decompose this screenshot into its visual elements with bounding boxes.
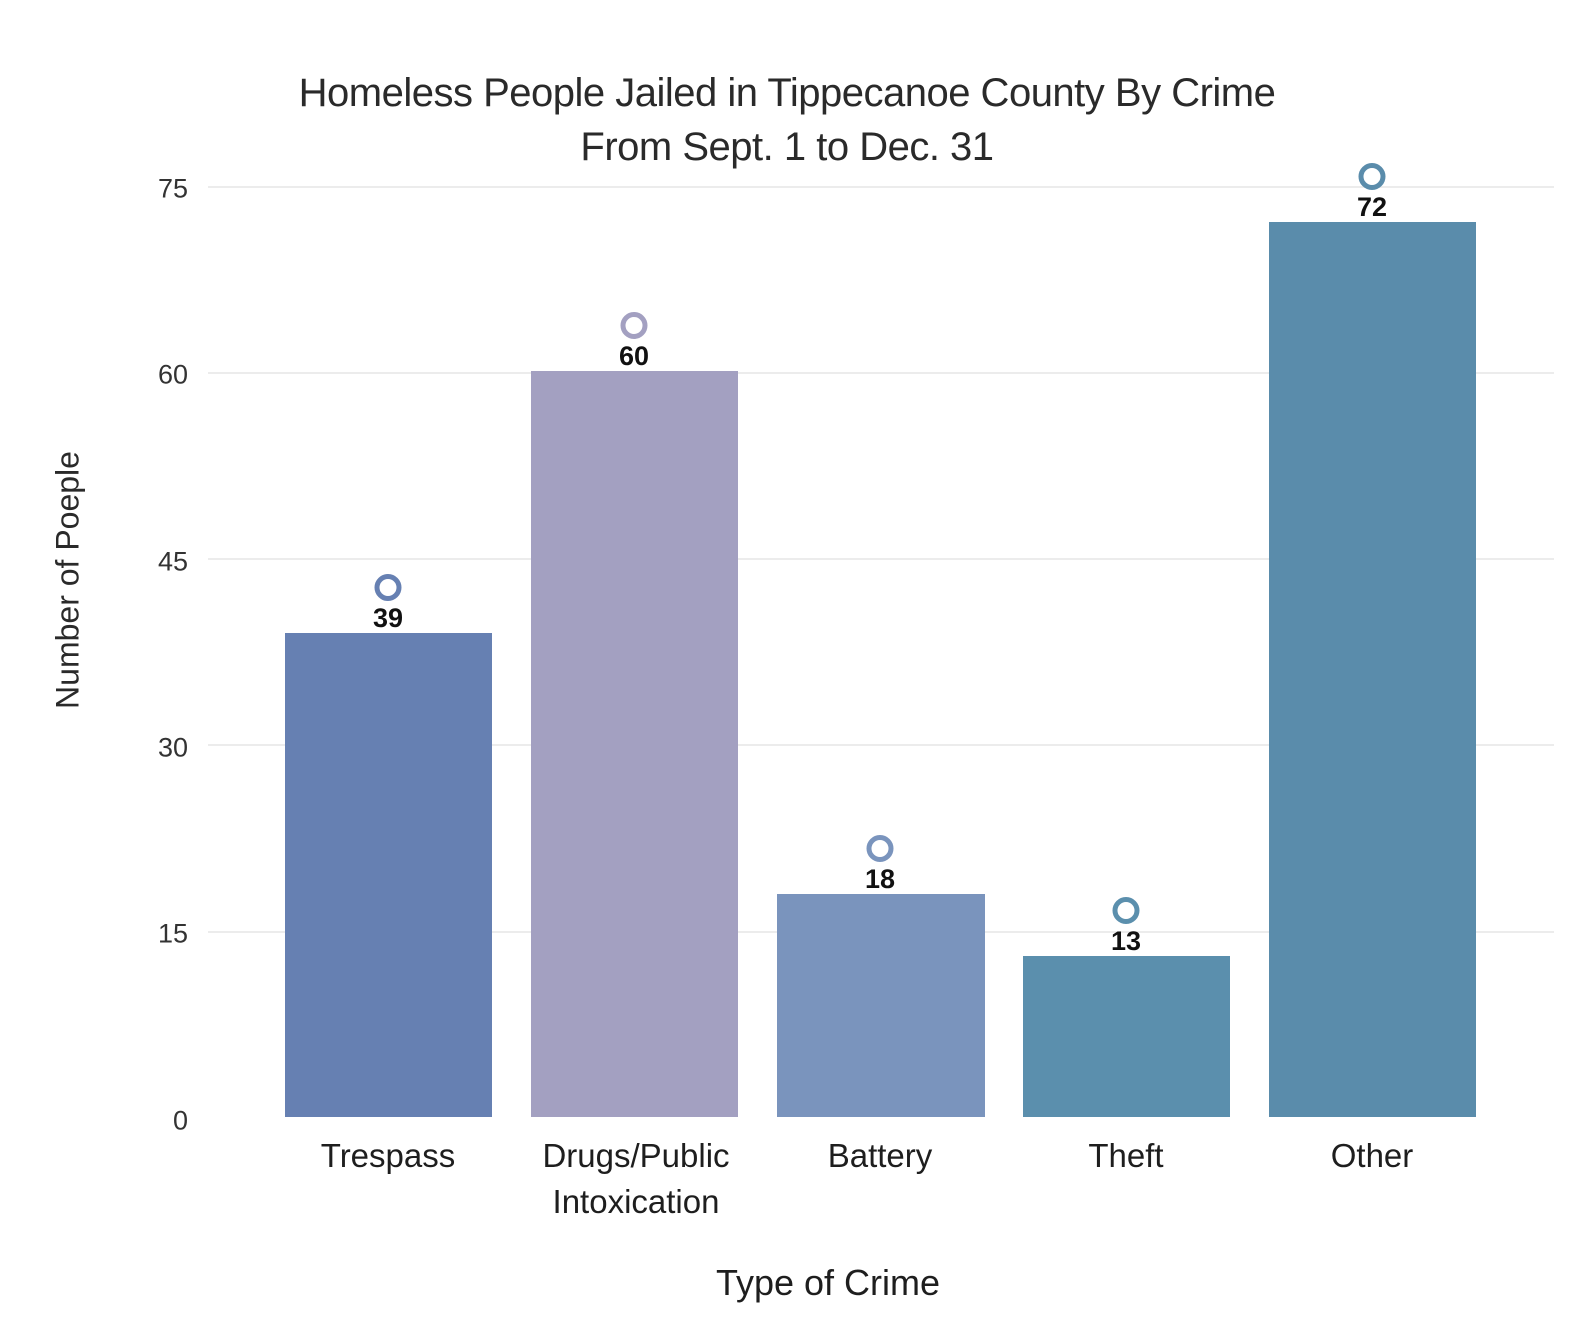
value-label-battery: 18 [864, 864, 896, 894]
gridline-60 [208, 372, 1554, 374]
y-tick-45: 45 [157, 546, 188, 577]
marker-ring-icon [374, 574, 402, 601]
gridline-75 [208, 186, 1554, 188]
marker-ring-icon [620, 312, 648, 339]
x-axis-title: Type of Crime [715, 1262, 941, 1303]
category-label-theft: Theft [1088, 1137, 1164, 1174]
category-label-drugs-public-intoxication: Drugs/Public Intoxication [542, 1137, 730, 1220]
bar-theft[interactable] [1023, 956, 1230, 1117]
bar-battery[interactable] [777, 894, 985, 1117]
value-label-drugs-public-intoxication: 60 [618, 341, 650, 371]
y-tick-30: 30 [157, 732, 188, 763]
chart-title-line-1: Homeless People Jailed in Tippecanoe Cou… [298, 71, 1276, 115]
chart-title-line-2: From Sept. 1 to Dec. 31 [580, 125, 994, 169]
y-tick-60: 60 [157, 359, 188, 390]
category-label-other: Other [1330, 1137, 1414, 1174]
y-tick-0: 0 [172, 1105, 188, 1136]
gridline-30 [208, 744, 1554, 746]
value-label-other: 72 [1356, 192, 1388, 222]
value-label-theft: 13 [1110, 926, 1142, 956]
y-tick-15: 15 [157, 918, 188, 949]
marker-ring-icon [866, 835, 894, 862]
bar-other[interactable] [1269, 222, 1476, 1117]
marker-ring-icon [1112, 897, 1140, 924]
value-label-trespass: 39 [372, 603, 404, 633]
marker-ring-icon [1358, 163, 1386, 190]
y-tick-75: 75 [157, 173, 188, 204]
category-label-trespass: Trespass [320, 1137, 456, 1174]
chart-title: Homeless People Jailed in Tippecanoe Cou… [0, 66, 1574, 174]
bar-drugs-public-intoxication[interactable] [531, 371, 738, 1117]
bar-trespass[interactable] [285, 633, 492, 1117]
y-axis-title: Number of Poeple [49, 451, 86, 709]
gridline-45 [208, 558, 1554, 560]
category-label-battery: Battery [827, 1137, 933, 1174]
